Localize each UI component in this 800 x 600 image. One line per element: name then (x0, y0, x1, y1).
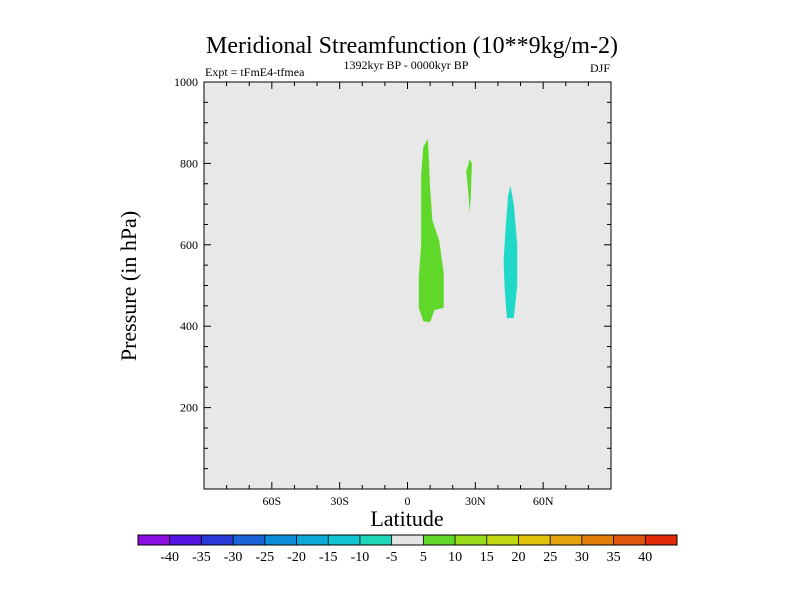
colorbar-swatch (169, 535, 202, 545)
colorbar-label: 25 (543, 550, 557, 565)
colorbar-swatch (201, 535, 234, 545)
y-axis-label: Pressure (in hPa) (116, 211, 141, 361)
colorbar-label: -25 (255, 550, 274, 565)
colorbar-swatch (613, 535, 646, 545)
x-axis-label: Latitude (370, 506, 443, 531)
y-tick-label: 200 (180, 401, 198, 415)
contour-region-3 (503, 185, 518, 319)
colorbar-label: 35 (607, 550, 621, 565)
colorbar-label: -15 (319, 550, 338, 565)
x-tick-label: 30S (330, 494, 349, 508)
colorbar-label: -40 (160, 550, 179, 565)
colorbar-swatch (391, 535, 424, 545)
y-tick-label: 800 (180, 156, 198, 170)
colorbar-swatch (550, 535, 583, 545)
season-label: DJF (590, 61, 610, 75)
contour-regions (418, 139, 518, 323)
colorbar-swatch (455, 535, 488, 545)
contour-region-1 (418, 139, 444, 323)
colorbar-label: -30 (224, 550, 243, 565)
axis-ticks (203, 81, 612, 490)
colorbar-swatch (423, 535, 456, 545)
time-range-label: 1392kyr BP - 0000kyr BP (344, 58, 469, 72)
x-tick-label: 30N (465, 494, 486, 508)
colorbar-labels: -40 -35 -30 -25 -20 -15 -10 -5 5 10 15 20 25 30 35 40 (160, 550, 652, 565)
colorbar-label: 15 (480, 550, 494, 565)
y-tick-label: 600 (180, 238, 198, 252)
colorbar-label: -5 (386, 550, 398, 565)
colorbar-swatch (486, 535, 519, 545)
experiment-label: Expt = tFmE4-tfmea (205, 65, 305, 79)
colorbar (137, 534, 678, 546)
colorbar-label: -20 (287, 550, 306, 565)
colorbar-label: 30 (575, 550, 589, 565)
colorbar-label: 40 (638, 550, 652, 565)
colorbar-label: -10 (351, 550, 370, 565)
y-tick-label: 1000 (174, 75, 198, 89)
x-tick-label: 60S (262, 494, 281, 508)
x-tick-label: 60N (533, 494, 554, 508)
colorbar-swatch (138, 535, 171, 545)
y-tick-label: 400 (180, 319, 198, 333)
colorbar-swatch (518, 535, 551, 545)
colorbar-swatch (233, 535, 266, 545)
chart-title: Meridional Streamfunction (10**9kg/m-2) (206, 33, 618, 59)
colorbar-frame (137, 534, 678, 546)
colorbar-swatch (328, 535, 361, 545)
contour-region-2 (466, 159, 472, 213)
colorbar-swatch (581, 535, 614, 545)
colorbar-label: 5 (420, 550, 427, 565)
colorbar-swatch (645, 535, 678, 545)
colorbar-swatch (359, 535, 392, 545)
colorbar-label: 20 (512, 550, 526, 565)
colorbar-label: -35 (192, 550, 211, 565)
x-tick-label: 0 (405, 494, 411, 508)
colorbar-swatch (296, 535, 329, 545)
colorbar-label: 10 (448, 550, 462, 565)
tick-labels: 60S 30S 0 30N 60N 200 400 600 800 1000 (174, 75, 554, 508)
plot-area (204, 82, 611, 489)
colorbar-swatch (264, 535, 297, 545)
